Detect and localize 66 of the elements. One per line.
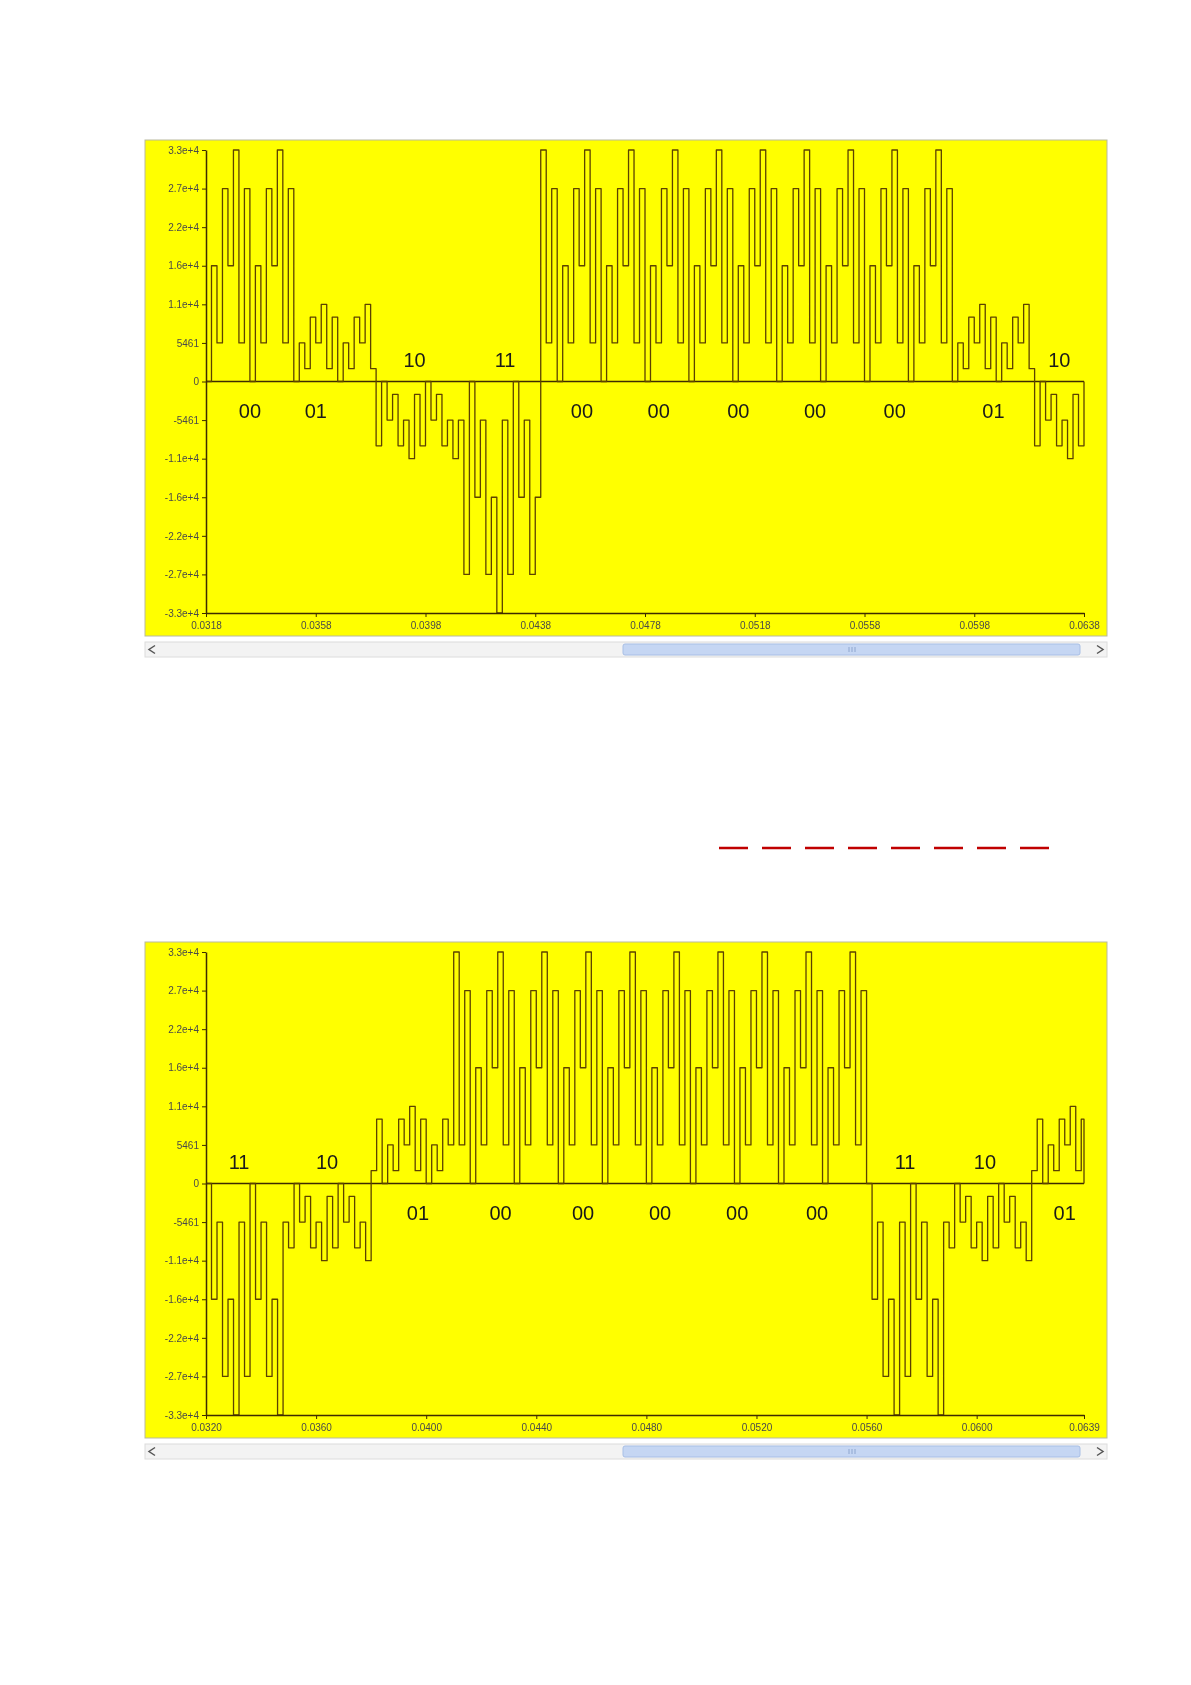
annotation: 00 [805, 1201, 829, 1224]
x-tick-label: 0.0560 [851, 1422, 883, 1433]
y-tick-label: -2.7e+4 [164, 1371, 200, 1383]
y-tick-label: -1.6e+4 [164, 491, 200, 503]
annotation: 01 [982, 399, 1005, 422]
x-tick-label: 0.0600 [961, 1422, 993, 1433]
y-tick-label: -1.1e+4 [164, 1255, 200, 1267]
annotation: 10 [403, 348, 426, 371]
annotation: 01 [304, 399, 327, 422]
x-tick-label: 0.0358 [300, 620, 332, 631]
y-tick-label: 2.2e+4 [168, 1023, 200, 1035]
y-tick-label: -2.2e+4 [164, 1332, 200, 1344]
x-tick-label: 0.0520 [741, 1422, 773, 1433]
annotation: 00 [726, 1201, 749, 1224]
annotation: 01 [1053, 1201, 1076, 1224]
annotation: 00 [727, 399, 750, 422]
x-tick-label: 0.0400 [411, 1422, 443, 1433]
x-tick-label: 0.0440 [521, 1422, 553, 1433]
y-tick-label: 1.1e+4 [168, 299, 200, 311]
annotation: 00 [571, 1201, 595, 1224]
y-tick-label: -2.2e+4 [164, 530, 200, 542]
annotation: 00 [647, 399, 670, 422]
x-tick-label: 0.0638 [1069, 620, 1101, 631]
y-tick-label: -3.3e+4 [164, 607, 200, 619]
annotation: 11 [494, 348, 516, 371]
x-tick-label: 0.0318 [191, 620, 223, 631]
annotation: 11 [894, 1150, 916, 1173]
y-tick-label: 1.6e+4 [168, 260, 200, 272]
annotation: 00 [489, 1201, 512, 1224]
y-tick-label: -2.7e+4 [164, 569, 200, 581]
x-tick-label: 0.0518 [739, 620, 771, 631]
y-tick-label: 0 [193, 376, 200, 388]
annotation: 00 [649, 1201, 672, 1224]
y-tick-label: 0 [193, 1178, 200, 1190]
x-tick-label: 0.0360 [301, 1422, 333, 1433]
annotation: 00 [570, 399, 594, 422]
y-tick-label: -1.6e+4 [164, 1293, 200, 1305]
y-tick-label: 5461 [176, 337, 200, 349]
annotation: 10 [1048, 348, 1071, 371]
annotation: 00 [238, 399, 262, 422]
y-tick-label: -5461 [173, 414, 200, 426]
x-tick-label: 0.0438 [520, 620, 552, 631]
y-tick-label: 2.7e+4 [168, 183, 200, 195]
annotation: 00 [883, 399, 906, 422]
y-tick-label: 1.6e+4 [168, 1062, 200, 1074]
x-tick-label: 0.0478 [630, 620, 662, 631]
y-tick-label: 3.3e+4 [168, 144, 200, 156]
x-tick-label: 0.0558 [849, 620, 881, 631]
x-tick-label: 0.0480 [631, 1422, 663, 1433]
x-tick-label: 0.0320 [191, 1422, 223, 1433]
x-tick-label: 0.0398 [410, 620, 442, 631]
y-tick-label: 2.2e+4 [168, 221, 200, 233]
y-tick-label: 5461 [176, 1139, 200, 1151]
x-tick-label: 0.0598 [959, 620, 991, 631]
y-tick-label: 1.1e+4 [168, 1101, 200, 1113]
annotation: 10 [973, 1150, 997, 1173]
y-tick-label: 3.3e+4 [168, 946, 200, 958]
annotation: 10 [315, 1150, 339, 1173]
y-tick-label: 2.7e+4 [168, 985, 200, 997]
y-tick-label: -5461 [173, 1216, 200, 1228]
annotation: 00 [803, 399, 827, 422]
y-tick-label: -1.1e+4 [164, 453, 200, 465]
y-tick-label: -3.3e+4 [164, 1409, 200, 1421]
annotation: 11 [228, 1150, 250, 1173]
x-tick-label: 0.0639 [1069, 1422, 1101, 1433]
annotation: 01 [406, 1201, 430, 1224]
